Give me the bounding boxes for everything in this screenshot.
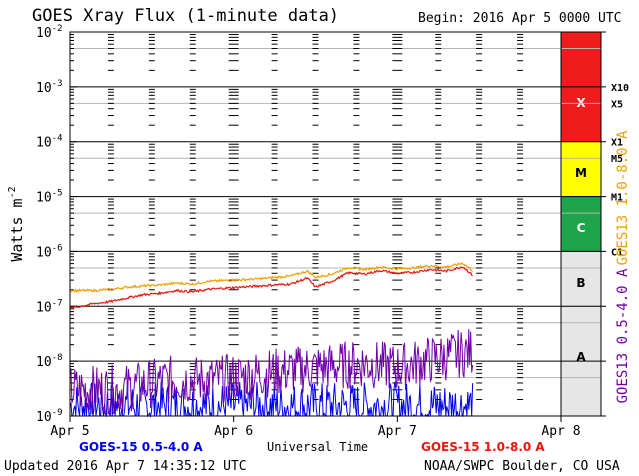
x-tick-label: Apr 5: [50, 424, 89, 439]
y-tick-exponent: -6: [52, 243, 63, 253]
y-tick-label: 10-8: [36, 353, 63, 370]
y-tick-label: 10-7: [36, 298, 63, 315]
legend-goes15-long: GOES-15 1.0-8.0 A: [421, 440, 545, 454]
updated-timestamp: Updated 2016 Apr 7 14:35:12 UTC: [4, 459, 247, 474]
x-tick-label: Apr 8: [541, 424, 580, 439]
x-axis-label: Universal Time: [267, 440, 368, 454]
y-tick-base: 10: [36, 245, 52, 260]
class-band-c: [560, 196, 602, 252]
grid-minor: [70, 48, 601, 379]
x-axis-ticks: Apr 5 Apr 6 Apr 7 Apr 8: [50, 416, 581, 439]
y-axis-label-exponent: -2: [7, 186, 18, 198]
y-tick-exponent: -5: [52, 189, 63, 199]
legend-goes15-short: GOES-15 0.5-4.0 A: [79, 440, 203, 454]
y-tick-base: 10: [36, 410, 52, 425]
x-tick-label: Apr 6: [214, 424, 253, 439]
y-tick-exponent: -3: [52, 79, 63, 89]
x-tick-label: Apr 7: [378, 424, 417, 439]
data-source: NOAA/SWPC Boulder, CO USA: [424, 459, 620, 474]
y-tick-base: 10: [36, 81, 52, 96]
y-axis-label-text: Watts m: [8, 198, 26, 261]
class-label-x: X: [576, 96, 586, 110]
y-tick-base: 10: [36, 26, 52, 41]
threshold-label-x5: X5: [611, 99, 623, 110]
y-axis-ticks: 10-210-310-410-510-610-710-810-9: [36, 24, 63, 425]
class-label-b: B: [576, 276, 585, 290]
threshold-label-x1: X1: [611, 138, 623, 149]
y-tick-base: 10: [36, 355, 52, 370]
y-tick-label: 10-9: [36, 408, 63, 425]
class-threshold-labels: X10 X5 X1 M5 M1 C1: [611, 83, 629, 259]
begin-label: Begin: 2016 Apr 5 0000 UTC: [418, 11, 622, 26]
threshold-label-m1: M1: [611, 193, 623, 204]
y-tick-base: 10: [36, 300, 52, 315]
threshold-label-x10: X10: [611, 83, 629, 94]
series-line-goes-15-1-0-8-0-a: [69, 266, 473, 310]
legend-goes13-short: GOES13 0.5-4.0 A: [615, 268, 631, 403]
y-tick-exponent: -7: [52, 298, 63, 308]
y-tick-exponent: -2: [52, 24, 63, 34]
plot-area: [70, 32, 561, 416]
y-tick-label: 10-3: [36, 79, 63, 96]
class-label-a: A: [576, 350, 586, 364]
class-label-m: M: [575, 166, 587, 180]
y-tick-label: 10-5: [36, 189, 63, 206]
y-tick-base: 10: [36, 191, 52, 206]
y-tick-base: 10: [36, 136, 52, 151]
flare-class-band: X M C B A: [560, 31, 602, 417]
class-label-c: C: [577, 221, 586, 235]
series-line-goes13-1-0-8-0-a: [69, 262, 473, 293]
band-border: [560, 31, 602, 417]
y-tick-label: 10-4: [36, 134, 63, 151]
y-tick-exponent: -4: [52, 134, 63, 144]
legend-goes13-long: GOES13 1.0-8.0 A: [615, 130, 631, 265]
y-tick-label: 10-6: [36, 243, 63, 260]
day-grid-dashes: [107, 34, 524, 400]
y-tick-label: 10-2: [36, 24, 63, 41]
series-line-goes13-0-5-4-0-a: [69, 329, 474, 415]
y-tick-exponent: -8: [52, 353, 63, 363]
y-tick-exponent: -9: [52, 408, 63, 418]
chart-title: GOES Xray Flux (1-minute data): [32, 6, 339, 26]
threshold-label-m5: M5: [611, 154, 623, 165]
y-axis-label: Watts m-2: [7, 186, 26, 261]
threshold-label-c1: C1: [611, 247, 623, 258]
